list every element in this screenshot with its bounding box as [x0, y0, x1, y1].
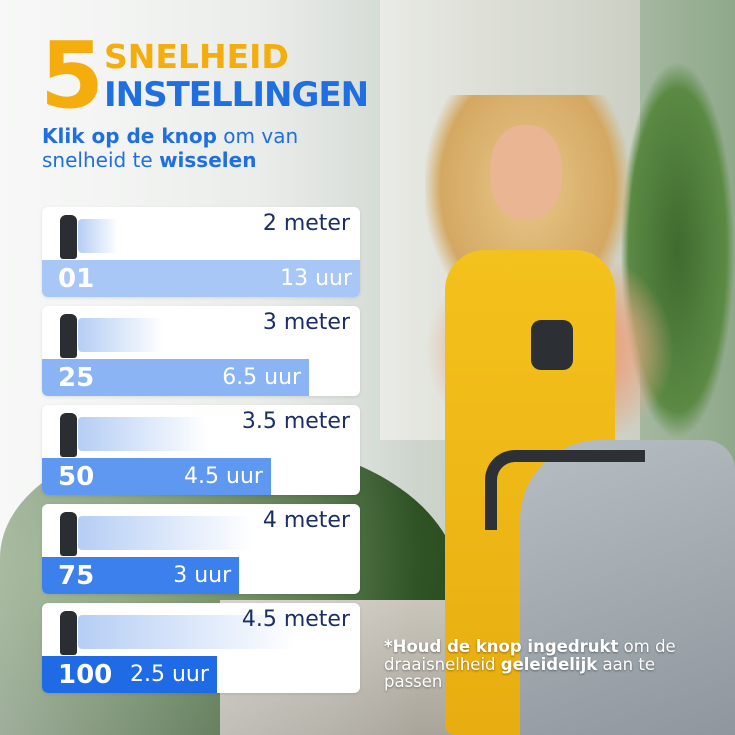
airflow-graphic: [78, 615, 298, 649]
airflow-distance: 2 meter: [262, 211, 350, 236]
airflow-distance: 3.5 meter: [241, 409, 350, 434]
speed-card: 4 meter 75 3 uur: [42, 504, 360, 594]
speed-level: 75: [58, 560, 95, 591]
airflow-graphic: [78, 318, 163, 352]
runtime-bar: 75 3 uur: [42, 557, 240, 594]
runtime-bar: 50 4.5 uur: [42, 458, 271, 495]
fan-device-icon: [60, 413, 77, 457]
subtitle: Klik op de knop om van snelheid te wisse…: [42, 124, 299, 172]
fan-device-icon: [60, 512, 77, 556]
speed-card: 3.5 meter 50 4.5 uur: [42, 405, 360, 495]
runtime-bar: 25 6.5 uur: [42, 359, 310, 396]
runtime: 6.5 uur: [222, 364, 302, 390]
stroller: [520, 440, 735, 735]
fan-device-icon: [60, 611, 77, 655]
runtime: 13 uur: [280, 265, 352, 291]
stroller-handle: [485, 450, 645, 530]
airflow-graphic: [78, 219, 118, 253]
airflow-distance: 3 meter: [262, 310, 350, 335]
speed-level: 100: [58, 659, 113, 690]
airflow-graphic: [78, 516, 253, 550]
runtime: 4.5 uur: [184, 463, 263, 489]
fan-device-icon: [60, 215, 77, 259]
speed-level: 50: [58, 461, 95, 492]
runtime-bar: 100 2.5 uur: [42, 656, 217, 693]
headline-line2: INSTELLINGEN: [104, 75, 369, 115]
woman-face: [490, 125, 562, 220]
headline-number: 5: [40, 22, 104, 129]
fan-device-icon: [60, 314, 77, 358]
speed-level: 01: [58, 263, 95, 294]
speed-card: 4.5 meter 100 2.5 uur: [42, 603, 360, 693]
airflow-graphic: [78, 417, 208, 451]
footnote: *Houd de knop ingedrukt om de draaisnelh…: [384, 637, 676, 692]
speed-level: 25: [58, 362, 95, 393]
speed-card: 2 meter 01 13 uur: [42, 207, 360, 297]
runtime: 3 uur: [173, 562, 232, 588]
runtime: 2.5 uur: [129, 661, 209, 687]
airflow-distance: 4 meter: [262, 508, 350, 533]
airflow-distance: 4.5 meter: [241, 607, 350, 632]
runtime-bar: 01 13 uur: [42, 260, 360, 297]
headline-line1: SNELHEID: [104, 37, 289, 76]
neck-fan-device: [531, 320, 573, 370]
speed-card: 3 meter 25 6.5 uur: [42, 306, 360, 396]
